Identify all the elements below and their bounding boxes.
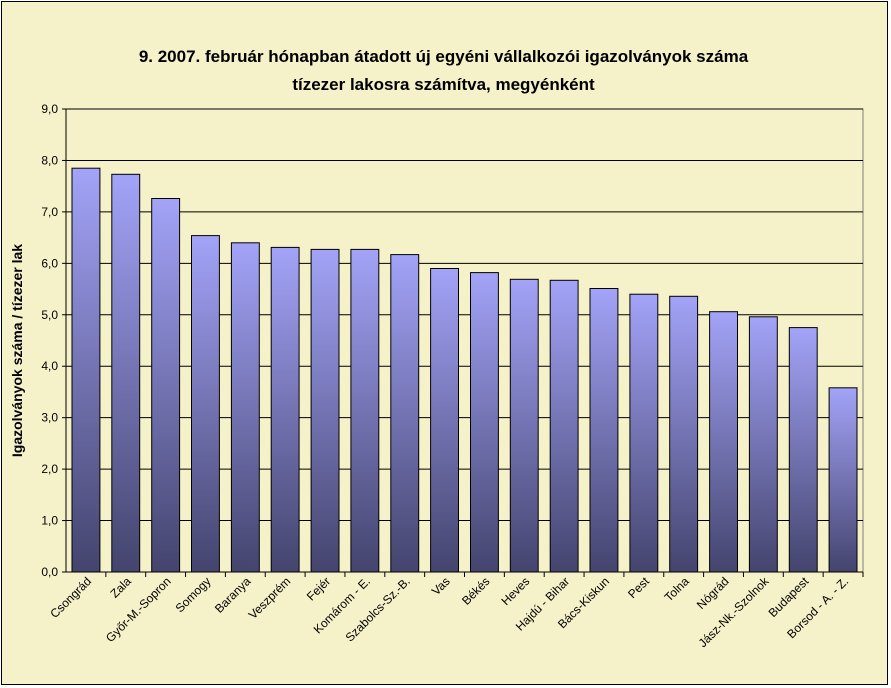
plot-area <box>65 108 864 573</box>
y-tick-label: 1,0 <box>41 514 58 528</box>
x-tick-label: Békés <box>459 574 492 607</box>
x-tick-label: Heves <box>498 574 532 608</box>
bar <box>828 387 858 573</box>
y-tick-label: 8,0 <box>41 153 58 167</box>
x-tick-label: Vas <box>429 574 453 598</box>
bar <box>191 235 220 573</box>
bar <box>430 268 460 573</box>
x-tick-label: Fejér <box>304 574 333 603</box>
bar <box>629 293 659 573</box>
bar <box>390 254 420 573</box>
y-tick-label: 3,0 <box>41 411 58 425</box>
bar <box>111 173 141 573</box>
bar <box>549 279 579 573</box>
x-tick-label: Somogy <box>173 574 214 615</box>
y-tick-label: 0,0 <box>41 565 58 579</box>
x-tick-label: Zala <box>107 574 134 601</box>
x-tick-label: Csongrád <box>47 574 94 621</box>
bar <box>669 295 699 573</box>
bar <box>709 311 738 573</box>
bar <box>151 198 181 573</box>
x-tick-label: Pest <box>625 574 652 601</box>
bar <box>310 248 340 573</box>
y-tick-label: 4,0 <box>41 359 58 373</box>
bar <box>350 248 380 573</box>
bar <box>230 242 260 573</box>
bar <box>509 278 539 573</box>
y-tick-label: 6,0 <box>41 256 58 270</box>
bar <box>788 327 818 573</box>
bar <box>270 246 300 573</box>
bar <box>748 316 778 573</box>
y-tick-label: 5,0 <box>41 308 58 322</box>
x-tick-label: Nógrád <box>694 574 732 612</box>
y-tick-label: 7,0 <box>41 205 58 219</box>
bar <box>470 272 499 573</box>
bar <box>71 167 101 573</box>
y-tick-label: 2,0 <box>41 462 58 476</box>
bar <box>589 288 619 573</box>
x-tick-label: Tolna <box>662 574 692 604</box>
chart-title-line1: 9. 2007. február hónapban átadott új egy… <box>138 47 749 66</box>
y-axis-label: Igazolványok száma / tízezer lak <box>9 244 25 457</box>
x-tick-label: Jász-Nk.-Szolnok <box>696 574 773 651</box>
y-tick-label: 9,0 <box>41 102 58 116</box>
x-tick-label: Veszprém <box>246 574 294 622</box>
chart-title-line2: tízezer lakosra számítva, megyénként <box>292 75 595 94</box>
